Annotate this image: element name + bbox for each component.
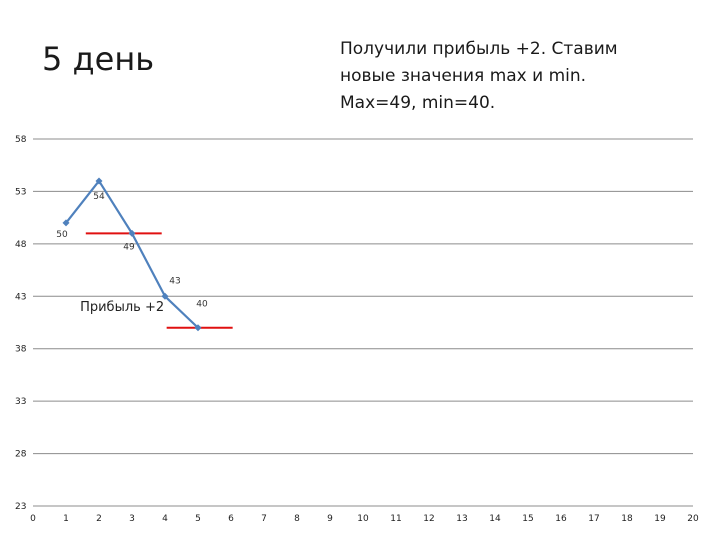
data-point [128, 229, 136, 237]
note-text: Получили прибыль +2. Ставим новые значен… [340, 36, 618, 117]
x-tick-label: 20 [687, 514, 699, 524]
x-tick-label: 11 [390, 514, 401, 524]
y-tick-label: 48 [15, 240, 27, 250]
x-tick-label: 19 [654, 514, 666, 524]
x-tick-label: 14 [489, 514, 501, 524]
x-tick-label: 2 [96, 514, 102, 524]
x-tick-label: 7 [261, 514, 267, 524]
note-line-1: Получили прибыль +2. Ставим [340, 39, 618, 59]
data-point [95, 177, 103, 185]
x-tick-label: 5 [195, 514, 201, 524]
data-point [161, 292, 169, 300]
x-tick-label: 16 [555, 514, 567, 524]
x-tick-label: 0 [30, 514, 36, 524]
note-line-2: новые значения max и min. [340, 66, 587, 86]
x-tick-label: 4 [162, 514, 168, 524]
x-tick-label: 3 [129, 514, 135, 524]
y-tick-label: 28 [15, 450, 27, 460]
data-point [194, 324, 202, 332]
annotation-profit: Прибыль +2 [80, 300, 164, 315]
x-tick-label: 17 [588, 514, 599, 524]
y-tick-label: 43 [15, 292, 26, 302]
data-label: 40 [196, 300, 208, 310]
y-tick-label: 53 [15, 187, 26, 197]
data-point [62, 219, 70, 227]
data-label: 43 [169, 276, 180, 286]
x-tick-label: 12 [423, 514, 434, 524]
x-tick-label: 9 [327, 514, 333, 524]
x-tick-label: 18 [621, 514, 633, 524]
y-tick-label: 33 [15, 397, 26, 407]
y-tick-label: 58 [15, 135, 27, 145]
slide-title: 5 день [42, 40, 155, 78]
y-tick-label: 38 [15, 345, 27, 355]
x-tick-label: 15 [522, 514, 533, 524]
x-tick-label: 1 [63, 514, 69, 524]
x-tick-label: 6 [228, 514, 234, 524]
x-tick-label: 8 [294, 514, 300, 524]
data-label: 50 [56, 230, 68, 240]
x-tick-label: 10 [357, 514, 369, 524]
x-tick-label: 13 [456, 514, 467, 524]
data-label: 54 [93, 192, 105, 202]
data-label: 49 [123, 242, 135, 252]
y-tick-label: 23 [15, 502, 26, 512]
note-line-3: Max=49, min=40. [340, 93, 496, 113]
